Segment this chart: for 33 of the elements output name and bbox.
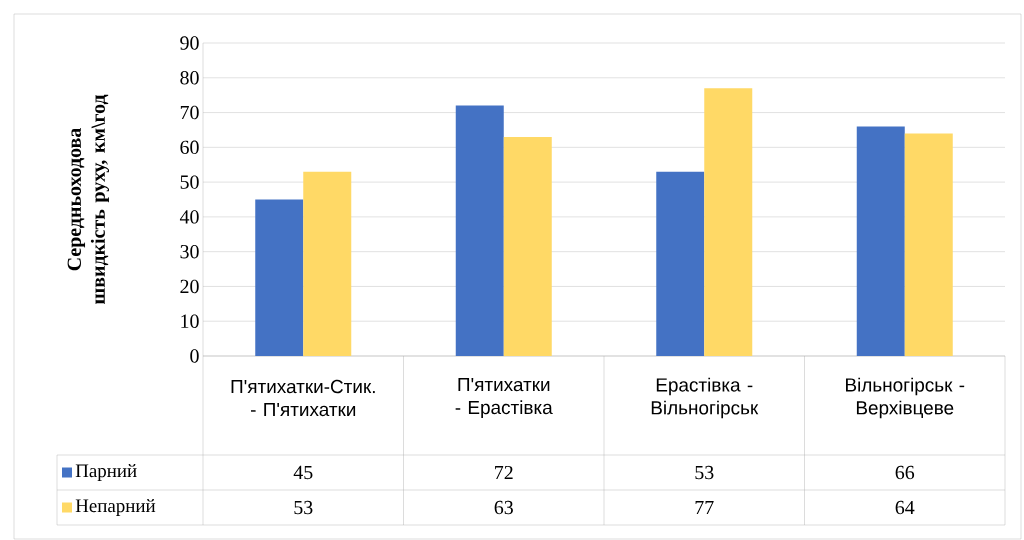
data-label: 53 bbox=[294, 500, 313, 515]
legend-label: Парний bbox=[75, 464, 137, 481]
x-tick-label: Вільногірськ - Верхівцеве bbox=[846, 377, 965, 419]
data-label: 64 bbox=[895, 500, 915, 515]
bar bbox=[704, 88, 753, 356]
x-tick-label: Ерастівка - Вільногірськ bbox=[651, 377, 759, 419]
x-tick-label: П'ятихатки - Ерастівка bbox=[455, 378, 553, 418]
y-tick-label: 20 bbox=[180, 279, 199, 294]
y-tick-label: 40 bbox=[179, 210, 199, 224]
data-label: 66 bbox=[895, 465, 915, 480]
y-tick-label: 50 bbox=[180, 175, 199, 189]
bar bbox=[856, 126, 905, 356]
data-label: 77 bbox=[695, 500, 714, 515]
y-tick-label: 70 bbox=[180, 105, 199, 120]
x-tick-label: П'ятихатки-Стик. - П'ятихатки bbox=[231, 379, 375, 417]
bar bbox=[503, 136, 552, 356]
legend-label: Непарний bbox=[75, 499, 156, 516]
bar bbox=[455, 105, 504, 356]
y-tick-label: 60 bbox=[180, 140, 199, 155]
y-tick-label: 30 bbox=[180, 244, 199, 259]
bar bbox=[656, 171, 705, 356]
data-label: 63 bbox=[494, 500, 513, 515]
data-label: 45 bbox=[293, 465, 313, 480]
data-label: 72 bbox=[495, 465, 513, 480]
y-tick-label: 90 bbox=[180, 36, 199, 50]
bar bbox=[303, 171, 352, 356]
bar bbox=[904, 133, 953, 356]
data-label: 53 bbox=[695, 465, 714, 480]
y-axis-title: Середньоходова швидкість руху, км\год bbox=[67, 94, 110, 305]
bar bbox=[255, 199, 304, 356]
y-tick-label: 10 bbox=[181, 314, 199, 328]
y-tick-label: 80 bbox=[180, 71, 199, 85]
y-tick-label: 0 bbox=[190, 349, 199, 363]
